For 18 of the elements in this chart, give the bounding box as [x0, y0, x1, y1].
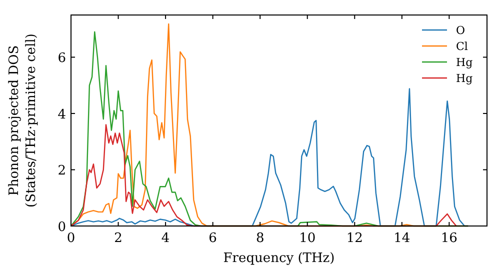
- x-tick-label: 16: [440, 231, 458, 246]
- y-tick-label: 0: [58, 220, 66, 235]
- x-axis-title: Frequency (THz): [223, 251, 335, 266]
- x-tick-label: 10: [299, 231, 316, 246]
- x-tick-label: 8: [256, 231, 264, 246]
- x-tick-label: 4: [161, 231, 170, 246]
- legend-label: Cl: [456, 40, 468, 53]
- x-tick-label: 12: [346, 231, 363, 246]
- legend-label: Hg: [456, 72, 473, 85]
- x-tick-label: 14: [394, 231, 410, 246]
- y-tick-label: 6: [58, 51, 66, 66]
- legend-label: O: [456, 24, 466, 37]
- y-tick-label: 2: [58, 164, 66, 179]
- y-axis-title: Phonon projected DOS (States/THz·primitive cell): [7, 33, 39, 208]
- x-tick-label: 6: [208, 231, 217, 246]
- x-tick-label: 2: [114, 231, 122, 246]
- y-tick-label: 4: [58, 107, 66, 122]
- legend-label: Hg: [456, 56, 473, 69]
